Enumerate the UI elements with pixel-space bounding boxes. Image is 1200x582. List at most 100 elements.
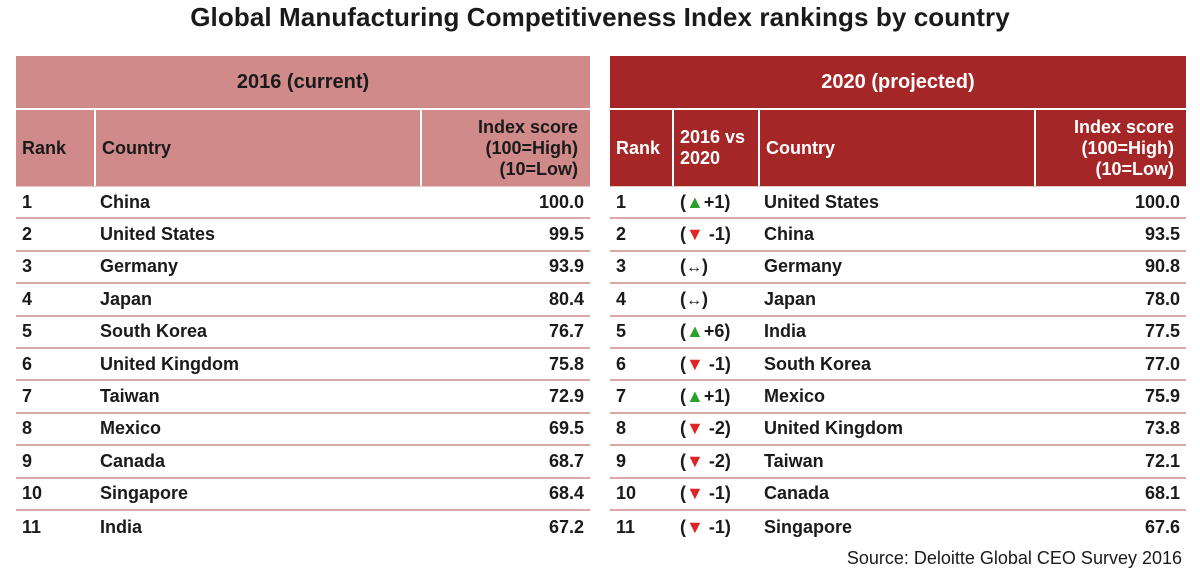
score-cell: 100.0 bbox=[538, 191, 584, 212]
country-cell: Singapore bbox=[100, 483, 189, 504]
header-index-score: Index score (100=High) (10=Low) bbox=[1034, 110, 1186, 186]
header-change: 2016 vs 2020 bbox=[672, 110, 758, 186]
score-cell: 77.0 bbox=[1144, 353, 1180, 374]
rank-change-cell: (↔) bbox=[680, 288, 708, 309]
rank-change-value: -1 bbox=[703, 224, 725, 245]
table-row: 3 (↔) Germany 90.8 bbox=[610, 252, 1186, 285]
rank-change-value: +6 bbox=[703, 321, 725, 342]
triangle-down-icon: ▼ bbox=[686, 353, 704, 374]
header-country: Country bbox=[94, 110, 420, 186]
score-cell: 75.9 bbox=[1144, 386, 1180, 407]
rank-cell: 1 bbox=[22, 191, 33, 212]
rank-change-value: +1 bbox=[703, 386, 725, 407]
header-change-line2: 2020 bbox=[680, 148, 721, 168]
table-row: 5 South Korea 76.7 bbox=[16, 317, 590, 349]
rank-cell: 10 bbox=[616, 483, 637, 504]
rank-change-value: -1 bbox=[703, 516, 725, 537]
rank-cell: 5 bbox=[22, 321, 33, 342]
country-cell: Canada bbox=[100, 450, 166, 471]
header-score-line2: (100=High) bbox=[1081, 137, 1174, 158]
rank-change-cell: (▼ -2) bbox=[680, 418, 731, 439]
rank-cell: 7 bbox=[616, 386, 627, 407]
rank-change-cell: (▼ -1) bbox=[680, 483, 731, 504]
table-2016: 2016 (current) Rank Country Index score … bbox=[16, 56, 590, 543]
rank-cell: 8 bbox=[22, 418, 33, 439]
header-country: Country bbox=[758, 110, 1034, 186]
rank-cell: 6 bbox=[616, 353, 627, 374]
table-2020: 2020 (projected) Rank 2016 vs 2020 Count… bbox=[610, 56, 1186, 543]
header-index-score: Index score (100=High) (10=Low) bbox=[420, 110, 590, 186]
score-cell: 72.9 bbox=[548, 386, 584, 407]
rank-change-value: -2 bbox=[703, 418, 725, 439]
score-cell: 93.5 bbox=[1144, 224, 1180, 245]
rank-cell: 9 bbox=[22, 450, 33, 471]
rank-cell: 3 bbox=[616, 256, 627, 277]
country-cell: China bbox=[100, 191, 151, 212]
rank-cell: 9 bbox=[616, 450, 627, 471]
score-cell: 78.0 bbox=[1144, 288, 1180, 309]
rank-change-cell: (▲+6) bbox=[680, 321, 731, 342]
table-row: 6 United Kingdom 75.8 bbox=[16, 349, 590, 382]
rank-change-cell: (▼ -1) bbox=[680, 224, 731, 245]
triangle-down-icon: ▼ bbox=[686, 516, 704, 537]
country-cell: Canada bbox=[764, 483, 830, 504]
rank-change-value: -2 bbox=[703, 450, 725, 471]
country-cell: Mexico bbox=[100, 418, 162, 439]
rank-change-cell: (▲+1) bbox=[680, 386, 731, 407]
rank-cell: 2 bbox=[616, 224, 627, 245]
country-cell: United Kingdom bbox=[100, 353, 239, 374]
score-cell: 80.4 bbox=[548, 288, 584, 309]
rank-change-cell: (▼ -1) bbox=[680, 516, 731, 537]
header-rank: Rank bbox=[22, 137, 67, 158]
table-row: 1 (▲+1) United States 100.0 bbox=[610, 187, 1186, 220]
table-row: 9 Canada 68.7 bbox=[16, 446, 590, 479]
table-row: 10 (▼ -1) Canada 68.1 bbox=[610, 479, 1186, 511]
triangle-down-icon: ▼ bbox=[686, 450, 704, 471]
table-row: 3 Germany 93.9 bbox=[16, 252, 590, 285]
rank-cell: 1 bbox=[616, 191, 627, 212]
table-row: 9 (▼ -2) Taiwan 72.1 bbox=[610, 446, 1186, 479]
table-2020-rows: 1 (▲+1) United States 100.0 2 (▼ -1) China 93.5… bbox=[610, 186, 1186, 543]
country-cell: India bbox=[100, 516, 143, 537]
rank-cell: 10 bbox=[22, 483, 43, 504]
source-note: Source: Deloitte Global CEO Survey 2016 bbox=[846, 548, 1182, 568]
rank-cell: 8 bbox=[616, 418, 627, 439]
table-row: 10 Singapore 68.4 bbox=[16, 479, 590, 511]
table-2020-banner: 2020 (projected) bbox=[610, 56, 1186, 108]
header-score-line3: (10=Low) bbox=[1095, 158, 1174, 179]
rank-cell: 4 bbox=[616, 288, 627, 309]
score-cell: 67.6 bbox=[1144, 516, 1180, 537]
score-cell: 69.5 bbox=[548, 418, 584, 439]
rank-cell: 4 bbox=[22, 288, 33, 309]
country-cell: Singapore bbox=[764, 516, 853, 537]
rank-cell: 11 bbox=[22, 516, 42, 537]
country-cell: Japan bbox=[764, 288, 817, 309]
score-cell: 73.8 bbox=[1144, 418, 1180, 439]
table-row: 5 (▲+6) India 77.5 bbox=[610, 317, 1186, 349]
rank-cell: 6 bbox=[22, 353, 33, 374]
country-cell: United States bbox=[764, 191, 880, 212]
score-cell: 90.8 bbox=[1144, 256, 1180, 277]
rank-cell: 5 bbox=[616, 321, 627, 342]
country-cell: United Kingdom bbox=[764, 418, 903, 439]
table-2020-header: Rank 2016 vs 2020 Country Index score (1… bbox=[610, 108, 1186, 186]
score-cell: 72.1 bbox=[1144, 450, 1180, 471]
score-cell: 76.7 bbox=[548, 321, 584, 342]
rank-change-cell: (▲+1) bbox=[680, 191, 731, 212]
triangle-up-icon: ▲ bbox=[686, 191, 704, 212]
score-cell: 68.7 bbox=[548, 450, 584, 471]
header-score-line1: Index score bbox=[1073, 116, 1174, 137]
country-cell: South Korea bbox=[764, 353, 872, 374]
table-row: 11 (▼ -1) Singapore 67.6 bbox=[610, 511, 1186, 543]
score-cell: 68.4 bbox=[548, 483, 584, 504]
country-cell: United States bbox=[100, 224, 216, 245]
score-cell: 75.8 bbox=[548, 353, 584, 374]
rank-change-cell: (▼ -1) bbox=[680, 353, 731, 374]
page-title: Global Manufacturing Competitiveness Ind… bbox=[190, 2, 1010, 32]
table-2016-header: Rank Country Index score (100=High) (10=… bbox=[16, 108, 590, 186]
score-cell: 100.0 bbox=[1134, 191, 1180, 212]
score-cell: 68.1 bbox=[1144, 483, 1180, 504]
table-row: 8 Mexico 69.5 bbox=[16, 414, 590, 447]
table-2016-rows: 1 China 100.0 2 United States 99.5 3 Germany 9… bbox=[16, 186, 590, 543]
header-change-line1: 2016 vs bbox=[680, 127, 746, 147]
